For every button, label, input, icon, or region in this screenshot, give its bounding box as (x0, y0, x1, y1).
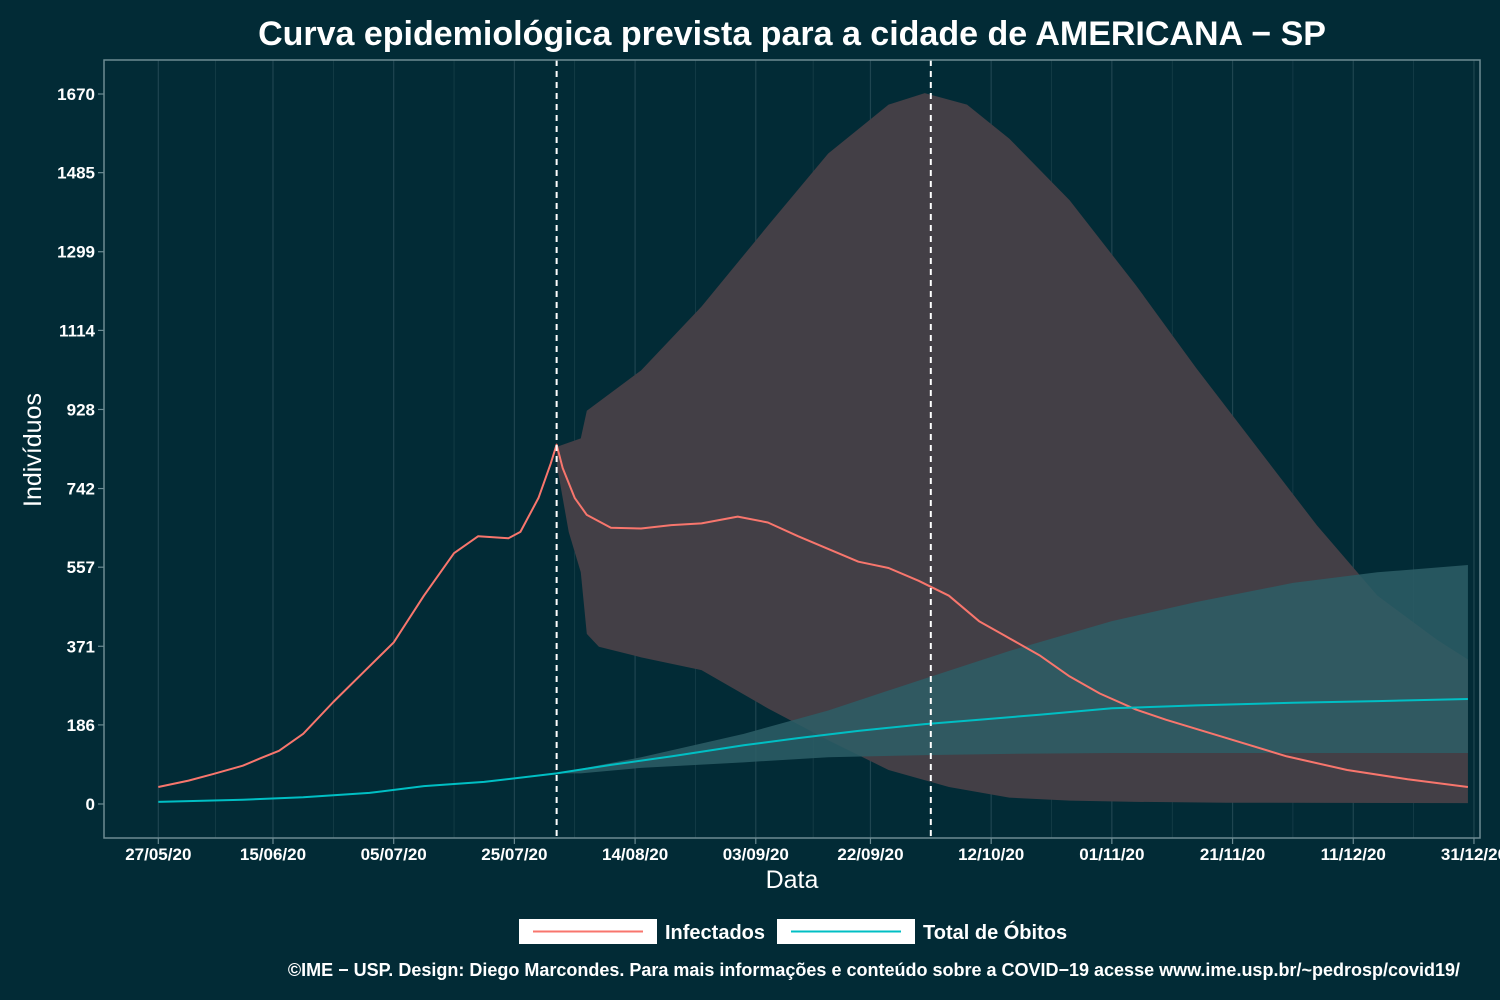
xtick-label-0: 27/05/20 (125, 845, 191, 864)
y-axis-label: Indivíduos (19, 393, 47, 507)
ytick-label-0: 0 (86, 795, 95, 814)
legend-label-obitos: Total de Óbitos (923, 920, 1067, 944)
xtick-label-1: 15/06/20 (240, 845, 306, 864)
xtick-label-7: 12/10/20 (958, 845, 1024, 864)
caption: ©IME − USP. Design: Diego Marcondes. Par… (288, 960, 1460, 980)
legend-label-infectados: Infectados (665, 922, 765, 944)
xtick-label-5: 03/09/20 (723, 845, 789, 864)
xtick-label-4: 14/08/20 (602, 845, 668, 864)
ytick-label-7: 1299 (57, 243, 95, 262)
xtick-label-9: 21/11/20 (1200, 845, 1265, 864)
panel-border (103, 59, 1481, 839)
ytick-label-3: 557 (67, 558, 95, 577)
legend: Infectados Total de Óbitos (519, 919, 1067, 944)
ytick-label-5: 928 (67, 400, 95, 419)
xtick-label-6: 22/09/20 (837, 845, 903, 864)
ytick-label-9: 1670 (57, 85, 95, 104)
xtick-label-10: 11/12/20 (1321, 845, 1386, 864)
ytick-label-2: 371 (67, 637, 95, 656)
x-axis-ticks: 27/05/20 15/06/20 05/07/20 25/07/20 14/08/20… (125, 838, 1500, 864)
line-infectados (158, 443, 1469, 788)
ytick-label-4: 742 (67, 480, 95, 499)
y-axis-ticks: 0 186 371 557 742 928 1114 1299 1485 1670 (57, 85, 104, 814)
ytick-label-6: 1114 (59, 321, 95, 340)
ytick-label-1: 186 (67, 716, 95, 735)
ytick-label-8: 1485 (57, 164, 95, 183)
chart-title: Curva epidemiológica prevista para a cid… (258, 15, 1326, 53)
confidence-bands (556, 93, 1468, 804)
vertical-markers (555, 60, 932, 838)
xtick-label-3: 25/07/20 (481, 845, 547, 864)
xtick-label-8: 01/11/20 (1079, 845, 1144, 864)
xtick-label-2: 05/07/20 (361, 845, 427, 864)
band-total-de-obitos (556, 565, 1468, 774)
series-lines (158, 443, 1469, 803)
line-total-de-obitos (158, 698, 1468, 803)
xtick-label-11: 31/12/20 (1441, 845, 1500, 864)
x-axis-label: Data (766, 866, 819, 894)
